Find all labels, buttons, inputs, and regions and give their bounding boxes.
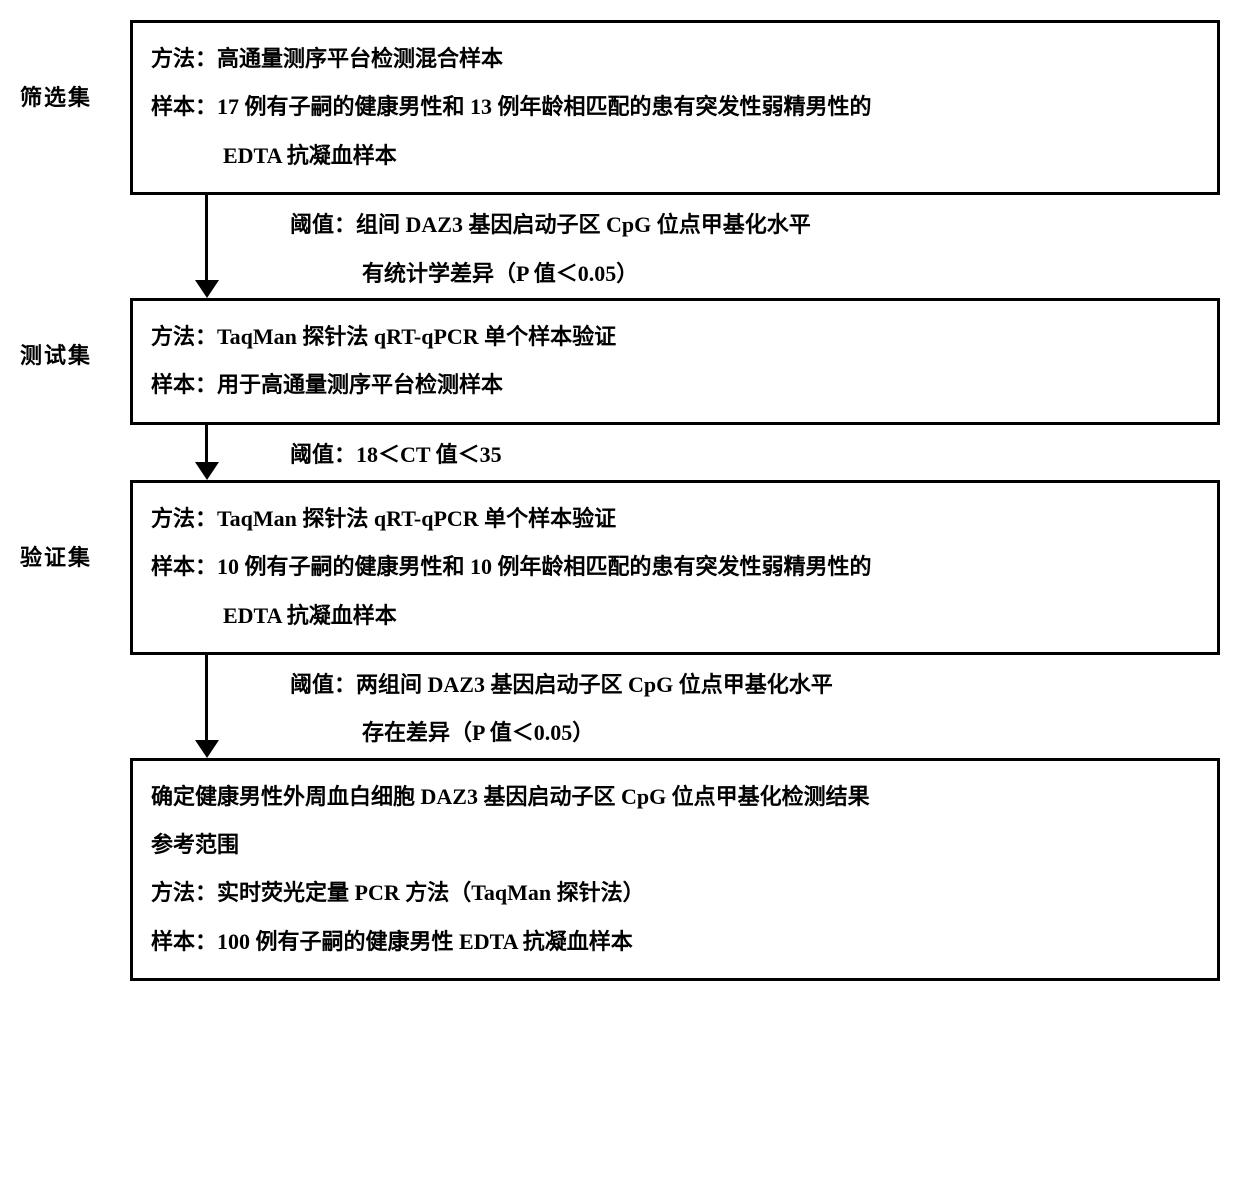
arrow-head-icon	[195, 462, 219, 480]
screening-method-line: 方法：高通量测序平台检测混合样本	[151, 35, 1199, 83]
connector-1: 阈值：组间 DAZ3 基因启动子区 CpG 位点甲基化水平 有统计学差异（P 值…	[20, 195, 1220, 298]
threshold-label: 阈值：	[290, 442, 356, 467]
sample-label: 样本：	[151, 929, 217, 954]
method-text: TaqMan 探针法 qRT-qPCR 单个样本验证	[217, 324, 616, 349]
method-label: 方法：	[151, 880, 217, 905]
sample-text: 100 例有子嗣的健康男性 EDTA 抗凝血样本	[217, 929, 633, 954]
threshold-label: 阈值：	[290, 672, 356, 697]
threshold3-line2: 存在差异（P 值＜0.05）	[290, 709, 1220, 757]
stage-final-row: 确定健康男性外周血白细胞 DAZ3 基因启动子区 CpG 位点甲基化检测结果 参…	[20, 758, 1220, 982]
method-text: 实时荧光定量 PCR 方法（TaqMan 探针法）	[217, 880, 645, 905]
method-text: TaqMan 探针法 qRT-qPCR 单个样本验证	[217, 506, 616, 531]
method-label: 方法：	[151, 506, 217, 531]
threshold3-line1: 两组间 DAZ3 基因启动子区 CpG 位点甲基化水平	[356, 672, 833, 697]
sample-label: 样本：	[151, 94, 217, 119]
sample-text: 用于高通量测序平台检测样本	[217, 372, 503, 397]
arrow-1	[130, 195, 290, 298]
arrow-line	[205, 655, 208, 744]
final-method-line: 方法：实时荧光定量 PCR 方法（TaqMan 探针法）	[151, 869, 1199, 917]
arrow-3	[130, 655, 290, 758]
stage-validate-box: 方法：TaqMan 探针法 qRT-qPCR 单个样本验证 样本：10 例有子嗣…	[130, 480, 1220, 655]
arrow-line	[205, 195, 208, 284]
final-title-line2: 参考范围	[151, 821, 1199, 869]
threshold2-line1: 18＜CT 值＜35	[356, 442, 502, 467]
sample-text-1: 10 例有子嗣的健康男性和 10 例年龄相匹配的患有突发性弱精男性的	[217, 554, 872, 579]
threshold-2-text: 阈值：18＜CT 值＜35	[290, 425, 1220, 480]
connector-3: 阈值：两组间 DAZ3 基因启动子区 CpG 位点甲基化水平 存在差异（P 值＜…	[20, 655, 1220, 758]
threshold-3-text: 阈值：两组间 DAZ3 基因启动子区 CpG 位点甲基化水平 存在差异（P 值＜…	[290, 655, 1220, 758]
validate-sample-line2: EDTA 抗凝血样本	[151, 592, 1199, 640]
screening-sample-line2: EDTA 抗凝血样本	[151, 132, 1199, 180]
stage-screening-box: 方法：高通量测序平台检测混合样本 样本：17 例有子嗣的健康男性和 13 例年龄…	[130, 20, 1220, 195]
sample-text-1: 17 例有子嗣的健康男性和 13 例年龄相匹配的患有突发性弱精男性的	[217, 94, 872, 119]
method-text: 高通量测序平台检测混合样本	[217, 46, 503, 71]
sample-label: 样本：	[151, 554, 217, 579]
threshold1-line1: 组间 DAZ3 基因启动子区 CpG 位点甲基化水平	[356, 212, 811, 237]
threshold1-line2: 有统计学差异（P 值＜0.05）	[290, 250, 1220, 298]
validate-method-line: 方法：TaqMan 探针法 qRT-qPCR 单个样本验证	[151, 495, 1199, 543]
stage-test-row: 测试集 方法：TaqMan 探针法 qRT-qPCR 单个样本验证 样本：用于高…	[20, 298, 1220, 425]
final-sample-line: 样本：100 例有子嗣的健康男性 EDTA 抗凝血样本	[151, 918, 1199, 966]
arrow-line	[205, 425, 208, 466]
stage-screening-row: 筛选集 方法：高通量测序平台检测混合样本 样本：17 例有子嗣的健康男性和 13…	[20, 20, 1220, 195]
arrow-head-icon	[195, 280, 219, 298]
screening-sample-line1: 样本：17 例有子嗣的健康男性和 13 例年龄相匹配的患有突发性弱精男性的	[151, 83, 1199, 131]
threshold-1-text: 阈值：组间 DAZ3 基因启动子区 CpG 位点甲基化水平 有统计学差异（P 值…	[290, 195, 1220, 298]
arrow-head-icon	[195, 740, 219, 758]
connector-2: 阈值：18＜CT 值＜35	[20, 425, 1220, 480]
validate-sample-line1: 样本：10 例有子嗣的健康男性和 10 例年龄相匹配的患有突发性弱精男性的	[151, 543, 1199, 591]
stage-screening-label: 筛选集	[20, 20, 130, 112]
stage-test-label: 测试集	[20, 298, 130, 370]
arrow-2	[130, 425, 290, 480]
stage-validate-label: 验证集	[20, 480, 130, 572]
stage-test-box: 方法：TaqMan 探针法 qRT-qPCR 单个样本验证 样本：用于高通量测序…	[130, 298, 1220, 425]
stage-validate-row: 验证集 方法：TaqMan 探针法 qRT-qPCR 单个样本验证 样本：10 …	[20, 480, 1220, 655]
method-label: 方法：	[151, 46, 217, 71]
final-title-line1: 确定健康男性外周血白细胞 DAZ3 基因启动子区 CpG 位点甲基化检测结果	[151, 773, 1199, 821]
method-label: 方法：	[151, 324, 217, 349]
stage-final-box: 确定健康男性外周血白细胞 DAZ3 基因启动子区 CpG 位点甲基化检测结果 参…	[130, 758, 1220, 982]
sample-label: 样本：	[151, 372, 217, 397]
test-method-line: 方法：TaqMan 探针法 qRT-qPCR 单个样本验证	[151, 313, 1199, 361]
threshold-label: 阈值：	[290, 212, 356, 237]
test-sample-line: 样本：用于高通量测序平台检测样本	[151, 361, 1199, 409]
